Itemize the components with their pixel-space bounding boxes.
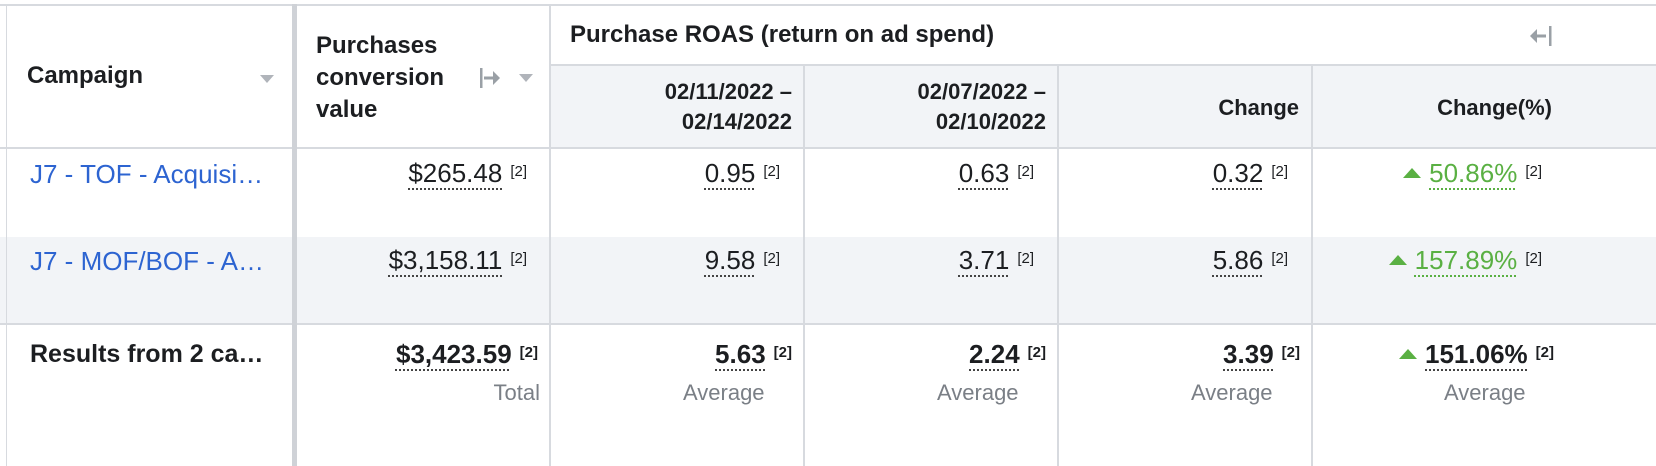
triangle-up-icon xyxy=(1388,255,1407,265)
caret-down-icon[interactable] xyxy=(519,74,533,82)
table-row-2-period-2: 3.71 [2] xyxy=(958,245,1034,275)
table-row-2-change: 5.86 [2] xyxy=(1212,245,1288,275)
header-campaign-label: Campaign xyxy=(27,62,144,89)
header-campaign[interactable]: Campaign xyxy=(27,60,282,96)
totals-period-1: 5.63 [2] xyxy=(715,339,792,369)
header-change-pct[interactable]: Change(%) xyxy=(1437,95,1552,120)
totals-purchases-value: $3,423.59 [2] xyxy=(395,339,538,369)
table-row-2-period-1: 9.58 [2] xyxy=(704,245,780,275)
table-row-1-change: 0.32 [2] xyxy=(1212,158,1288,188)
header-change[interactable]: Change xyxy=(1218,95,1299,120)
table-row-1-purchases-value: $265.48 [2] xyxy=(408,158,527,188)
col-divider-3 xyxy=(1057,66,1059,466)
table-row-2-purchases-value: $3,158.11 [2] xyxy=(388,245,527,275)
header-roas-group: Purchase ROAS (return on ad spend) xyxy=(570,21,995,48)
header-bottom-border xyxy=(0,147,1656,149)
collapse-left-icon[interactable] xyxy=(1528,24,1554,48)
col-divider-2 xyxy=(803,66,805,466)
table-row-2-change-pct: 157.89% [2] xyxy=(1314,245,1542,276)
row-2-background xyxy=(0,237,1656,324)
totals-top-border xyxy=(0,323,1656,325)
totals-period-2-sub: Average xyxy=(937,380,1019,405)
totals-purchases-sub: Total xyxy=(493,380,540,405)
header-purchases-value[interactable]: Purchases conversion value xyxy=(316,30,466,126)
triangle-up-icon xyxy=(1403,168,1422,178)
frozen-divider xyxy=(292,4,297,466)
group-divider xyxy=(551,64,1656,66)
caret-down-icon[interactable] xyxy=(260,75,274,83)
table-row-1-period-2: 0.63 [2] xyxy=(958,158,1034,188)
col-divider-4 xyxy=(1311,66,1313,466)
totals-change-pct: 151.06% [2] xyxy=(1314,339,1554,370)
left-border xyxy=(6,4,7,466)
header-period-1[interactable]: 02/11/2022 – 02/14/2022 xyxy=(664,79,792,134)
col-divider-1 xyxy=(549,4,551,466)
totals-campaign-label: Results from 2 ca… xyxy=(30,340,264,368)
totals-change: 3.39 [2] xyxy=(1223,339,1300,369)
totals-change-sub: Average xyxy=(1191,380,1273,405)
triangle-up-icon xyxy=(1399,349,1417,359)
top-border xyxy=(0,4,1656,6)
header-period-2[interactable]: 02/07/2022 – 02/10/2022 xyxy=(917,79,1046,134)
header-purchases-value-label: Purchases conversion value xyxy=(316,32,445,123)
table-row-1-change-pct: 50.86% [2] xyxy=(1314,158,1542,189)
totals-period-2: 2.24 [2] xyxy=(969,339,1046,369)
table-row-1-period-1: 0.95 [2] xyxy=(704,158,780,188)
arrow-to-line-icon[interactable] xyxy=(478,66,502,90)
totals-change-pct-sub: Average xyxy=(1444,380,1526,405)
table-row-1-campaign-link[interactable]: J7 - TOF - Acquisi… xyxy=(30,159,264,189)
table-row-2-campaign-link[interactable]: J7 - MOF/BOF - A… xyxy=(30,246,265,276)
totals-period-1-sub: Average xyxy=(683,380,765,405)
subheader-background xyxy=(551,66,1656,148)
